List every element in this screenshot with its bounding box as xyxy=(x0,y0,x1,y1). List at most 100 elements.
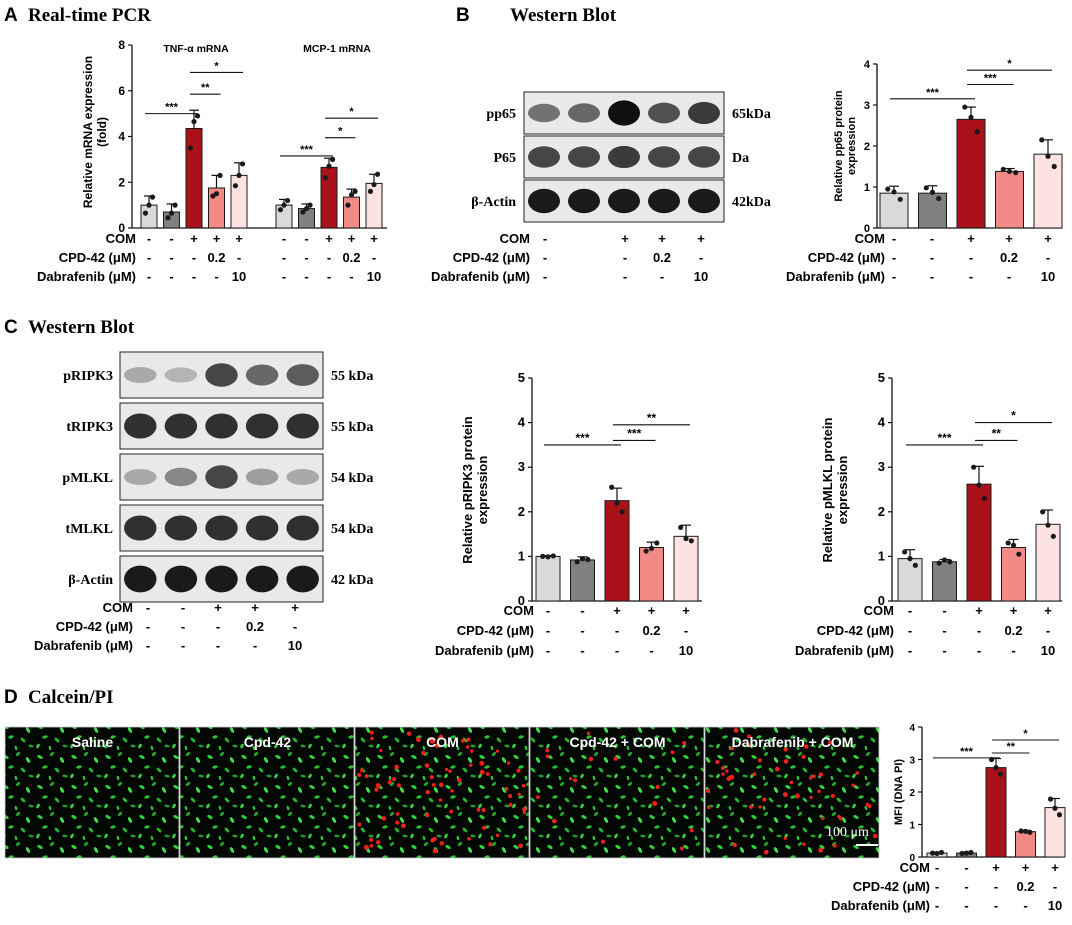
panel-c-blot-band xyxy=(286,413,319,439)
panel-c-1-y-axis-label: Relative pMLKL protein xyxy=(820,417,835,562)
panel-a-treatment-value: - xyxy=(214,269,218,284)
micrograph-label: Cpd-42 + COM xyxy=(569,734,665,750)
pi-positive-cell xyxy=(425,812,430,818)
panel-c-0-y-tick-label: 3 xyxy=(518,459,525,474)
panel-c-0-data-point xyxy=(648,545,655,551)
panel-c-blot-treatment-value: 0.2 xyxy=(246,619,264,634)
panel-b-blot-band xyxy=(528,103,560,123)
panel-b-treatment-row-label: COM xyxy=(855,231,885,246)
panel-c-1-data-point xyxy=(912,562,918,568)
pi-positive-cell xyxy=(851,783,855,787)
panel-b-data-point xyxy=(897,196,903,202)
panel-b-blot-protein-label: β-Actin xyxy=(471,195,516,210)
panel-a-data-point xyxy=(277,207,284,213)
panel-d-data-point xyxy=(959,850,965,857)
panel-c-0-y-tick-label: 4 xyxy=(518,415,526,430)
panel-c-0-data-point xyxy=(609,484,615,490)
panel-a-data-point xyxy=(191,119,197,125)
panel-c-0-treatment-value: - xyxy=(615,643,619,658)
panel-c-1-data-point xyxy=(971,464,977,470)
panel-b-blot-band xyxy=(528,146,560,168)
panel-a-treatment-value: - xyxy=(169,269,173,284)
pi-positive-cell xyxy=(872,833,878,839)
panel-d-data-point xyxy=(1022,828,1029,834)
pi-positive-cell xyxy=(432,848,438,854)
panel-a-y-tick-label: 6 xyxy=(118,84,125,98)
panel-b-bar xyxy=(1033,153,1063,229)
panel-c-0-treatment-value: 10 xyxy=(679,643,693,658)
panel-b-data-point xyxy=(1000,166,1006,172)
panel-c-0-bar xyxy=(604,500,630,602)
panel-c-1-data-point xyxy=(1050,533,1056,539)
panel-c-1-bar xyxy=(932,561,957,602)
pi-positive-cell xyxy=(795,793,800,799)
panel-b-blot-band xyxy=(568,146,600,168)
panel-b-blot-band xyxy=(648,102,680,124)
pi-positive-cell xyxy=(469,763,473,767)
panel-c-0-significance-label: ** xyxy=(647,411,657,425)
pi-positive-cell xyxy=(762,797,767,802)
panel-a-treatment-row-label: CPD-42 (μM) xyxy=(59,250,136,265)
panel-a-data-point xyxy=(213,191,220,197)
pi-positive-cell xyxy=(729,774,735,780)
panel-d-y-tick-label: 0 xyxy=(909,853,915,864)
panel-b-y-tick-label: 0 xyxy=(864,223,870,235)
pi-positive-cell xyxy=(370,736,374,741)
panel-c-blot-band xyxy=(286,364,319,386)
panel-b-treatment-value: - xyxy=(930,250,934,265)
panel-c-blot-treatment-value: - xyxy=(293,619,297,634)
pi-positive-cell xyxy=(758,805,762,809)
pi-positive-cell xyxy=(466,737,471,742)
panel-b-y-tick-label: 2 xyxy=(864,141,870,153)
pi-positive-cell xyxy=(431,783,436,787)
panel-b-blot-band xyxy=(688,101,720,125)
pi-positive-cell xyxy=(364,774,369,779)
pi-positive-cell xyxy=(506,761,511,765)
panel-d-data-point xyxy=(1052,805,1058,811)
panel-c-letter: C xyxy=(4,317,18,338)
panel-c-blot-band xyxy=(286,565,319,593)
panel-c-0-treatment-value: - xyxy=(580,623,584,638)
pi-positive-cell xyxy=(721,772,725,776)
panel-d-treatment-value: + xyxy=(1022,860,1030,875)
panel-b: B Western Blot pp65 65kDa P65 Da β-Actin 42kD… xyxy=(431,5,1063,284)
panel-b-treatment-value: 10 xyxy=(1041,269,1055,284)
panel-a-data-point xyxy=(303,205,310,212)
panel-b-data-point xyxy=(1051,163,1057,170)
panel-b-data-point xyxy=(936,195,942,202)
panel-c-blot-treatment-value: + xyxy=(214,600,222,615)
panel-b-treatment-row-label: Dabrafenib (μM) xyxy=(786,269,885,284)
panel-b-data-point xyxy=(968,114,974,120)
pi-positive-cell xyxy=(808,776,813,780)
panel-c-1-treatment-row-label: COM xyxy=(864,603,894,618)
panel-c-blot-protein-label: β-Actin xyxy=(68,573,113,588)
panel-c-blot-treatment-value: - xyxy=(146,638,150,653)
panel-b-data-point xyxy=(1006,168,1013,175)
panel-c-blot-band xyxy=(205,565,238,593)
panel-a-treatment-value: + xyxy=(325,231,333,246)
panel-a-significance-label: * xyxy=(338,126,343,138)
pi-positive-cell xyxy=(783,759,789,764)
panel-d-data-point xyxy=(1018,828,1024,834)
panel-c-0-data-point xyxy=(643,548,649,554)
panel-b-blot-treatment-value: - xyxy=(660,269,664,284)
panel-c-0-treatment-value: - xyxy=(615,623,619,638)
pi-positive-cell xyxy=(517,792,521,796)
pi-positive-cell xyxy=(369,843,374,848)
pi-positive-cell xyxy=(588,756,594,762)
panel-c-1-bar xyxy=(966,483,992,602)
panel-b-significance-label: *** xyxy=(984,73,998,85)
panel-b-blot-band xyxy=(608,100,640,126)
panel-d-data-point xyxy=(968,849,974,856)
panel-a-significance-label: * xyxy=(349,106,354,118)
panel-c-1-y-tick-label: 4 xyxy=(878,415,886,430)
micrograph-panel xyxy=(354,726,530,859)
panel-a-treatment-value: - xyxy=(372,250,376,265)
panel-d-y-tick-label: 4 xyxy=(909,723,915,734)
panel-c-1-data-point xyxy=(947,559,953,565)
pi-positive-cell xyxy=(757,758,762,763)
panel-c-0-y-tick-label: 5 xyxy=(518,370,525,385)
panel-c-1-treatment-value: + xyxy=(1010,603,1018,618)
pi-positive-cell xyxy=(481,807,486,813)
